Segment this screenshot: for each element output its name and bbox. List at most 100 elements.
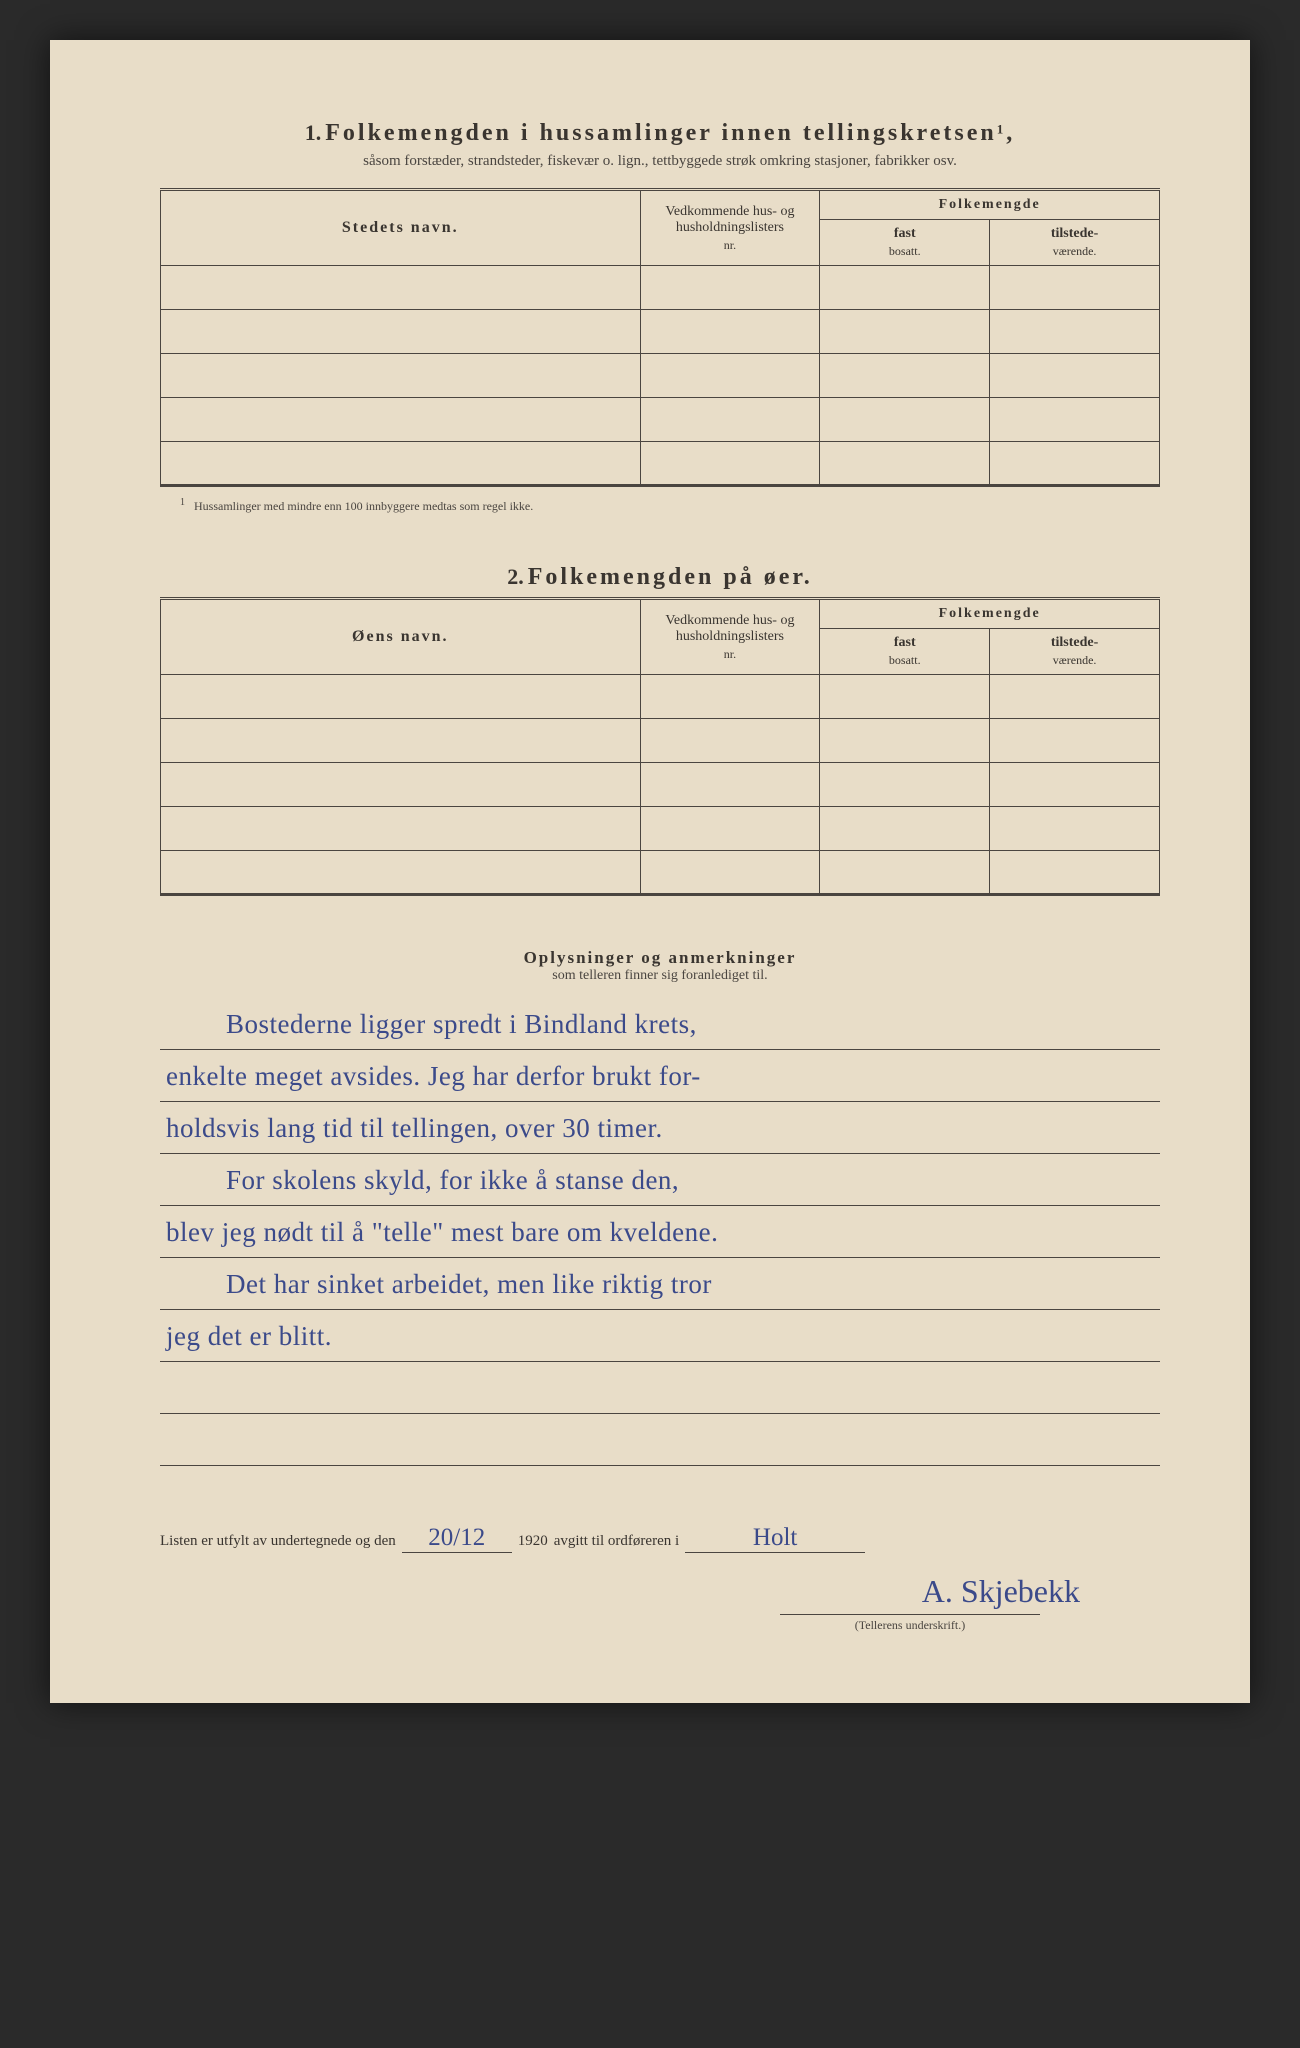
section1-subtitle: såsom forstæder, strandsteder, fiskevær … (160, 153, 1160, 170)
handwritten-text: blev jeg nødt til å "telle" mest bare om… (166, 1217, 718, 1247)
table-cell (640, 807, 820, 851)
table-cell (820, 354, 990, 398)
table-cell (990, 266, 1160, 310)
col-vedkommende: Vedkommende hus- og husholdningslisters … (640, 190, 820, 266)
document-page: 1. Folkemengden i hussamlinger innen tel… (50, 40, 1250, 1703)
table-cell (640, 266, 820, 310)
col-fast: fast bosatt. (820, 220, 990, 266)
signoff-place: Holt (753, 1524, 797, 1551)
remarks-line: jeg det er blitt. (160, 1310, 1160, 1362)
table-cell (161, 807, 641, 851)
table-cell (640, 763, 820, 807)
table-cell (640, 442, 820, 486)
section2-title: 2. Folkemengden på øer. (160, 564, 1160, 591)
remarks-line: enkelte meget avsides. Jeg har derfor br… (160, 1050, 1160, 1102)
table-cell (820, 266, 990, 310)
table-cell (990, 675, 1160, 719)
section1-title: 1. Folkemengden i hussamlinger innen tel… (160, 120, 1160, 147)
table-cell (640, 398, 820, 442)
col-fast2-sub: bosatt. (828, 653, 981, 668)
table2-body (161, 675, 1160, 895)
table-row (161, 442, 1160, 486)
remarks-line: For skolens skyld, for ikke å stanse den… (160, 1154, 1160, 1206)
col-folkemengde: Folkemengde (820, 190, 1160, 220)
table-row (161, 310, 1160, 354)
table-row (161, 675, 1160, 719)
signoff-prefix: Listen er utfylt av undertegnede og den (160, 1533, 396, 1550)
table-row (161, 719, 1160, 763)
signature-block: A. Skjebekk (Tellerens underskrift.) (160, 1573, 1160, 1633)
table-cell (990, 807, 1160, 851)
remarks-section: Oplysninger og anmerkninger som telleren… (160, 948, 1160, 1466)
table-row (161, 807, 1160, 851)
section2-number: 2. (507, 564, 524, 589)
remarks-line: Bostederne ligger spredt i Bindland kret… (160, 998, 1160, 1050)
table-cell (820, 807, 990, 851)
table-cell (820, 310, 990, 354)
table1-body (161, 266, 1160, 486)
table-cell (161, 675, 641, 719)
col-fast2: fast bosatt. (820, 629, 990, 675)
col-fast2-label: fast (894, 635, 916, 650)
table-cell (161, 398, 641, 442)
col-folkemengde2: Folkemengde (820, 599, 1160, 629)
table-row (161, 851, 1160, 895)
col-fast-label: fast (894, 226, 916, 241)
col-vedk-text: Vedkommende hus- og husholdningslisters (665, 204, 794, 235)
col-tilstede2-label: tilstede- (1051, 635, 1098, 650)
handwritten-text: jeg det er blitt. (166, 1321, 332, 1351)
col-fast-sub: bosatt. (828, 244, 981, 259)
table-cell (161, 354, 641, 398)
table-cell (161, 763, 641, 807)
remarks-line: holdsvis lang tid til tellingen, over 30… (160, 1102, 1160, 1154)
signoff-date: 20/12 (428, 1524, 485, 1551)
table-row (161, 763, 1160, 807)
table-cell (640, 310, 820, 354)
section1-title-sup: 1 (997, 122, 1007, 137)
remarks-line: blev jeg nødt til å "telle" mest bare om… (160, 1206, 1160, 1258)
handwritten-text: Det har sinket arbeidet, men like riktig… (166, 1269, 712, 1299)
table-cell (820, 398, 990, 442)
table-row (161, 266, 1160, 310)
table-cell (640, 851, 820, 895)
handwritten-text: For skolens skyld, for ikke å stanse den… (166, 1165, 679, 1195)
table-cell (990, 763, 1160, 807)
footnote-text: Hussamlinger med mindre enn 100 innbygge… (194, 499, 533, 513)
remarks-subtitle: som telleren finner sig foranlediget til… (160, 968, 1160, 984)
table-cell (820, 719, 990, 763)
table-cell (161, 310, 641, 354)
col-vedk2-sub: nr. (649, 647, 812, 662)
table-row (161, 398, 1160, 442)
col-tilstede-sub: værende. (998, 244, 1151, 259)
col-tilstede2-sub: værende. (998, 653, 1151, 668)
table-cell (161, 266, 641, 310)
handwritten-text: holdsvis lang tid til tellingen, over 30… (166, 1113, 663, 1143)
table-oer: Øens navn. Vedkommende hus- og husholdni… (160, 597, 1160, 896)
col-stedets-navn: Stedets navn. (161, 190, 641, 266)
table-cell (990, 310, 1160, 354)
table-cell (990, 398, 1160, 442)
table-cell (820, 851, 990, 895)
table-cell (990, 354, 1160, 398)
table-cell (820, 675, 990, 719)
signoff-row: Listen er utfylt av undertegnede og den … (160, 1524, 1160, 1553)
handwritten-text: enkelte meget avsides. Jeg har derfor br… (166, 1061, 701, 1091)
table-cell (161, 442, 641, 486)
signature-caption: (Tellerens underskrift.) (780, 1614, 1040, 1633)
col-oens-navn: Øens navn. (161, 599, 641, 675)
handwritten-text: Bostederne ligger spredt i Bindland kret… (166, 1009, 697, 1039)
col-vedkommende2: Vedkommende hus- og husholdningslisters … (640, 599, 820, 675)
remarks-line-blank (160, 1362, 1160, 1414)
table-cell (820, 763, 990, 807)
table-cell (990, 719, 1160, 763)
remarks-line-blank (160, 1414, 1160, 1466)
section2-title-text: Folkemengden på øer. (528, 564, 813, 590)
signoff-mid: avgitt til ordføreren i (554, 1533, 679, 1550)
signature-text: A. Skjebekk (160, 1573, 1080, 1610)
table-cell (640, 354, 820, 398)
section1-title-text: Folkemengden i hussamlinger innen tellin… (325, 120, 997, 146)
table-cell (640, 719, 820, 763)
col-tilstede2: tilstede- værende. (990, 629, 1160, 675)
remarks-title: Oplysninger og anmerkninger (160, 948, 1160, 968)
col-tilstede: tilstede- værende. (990, 220, 1160, 266)
